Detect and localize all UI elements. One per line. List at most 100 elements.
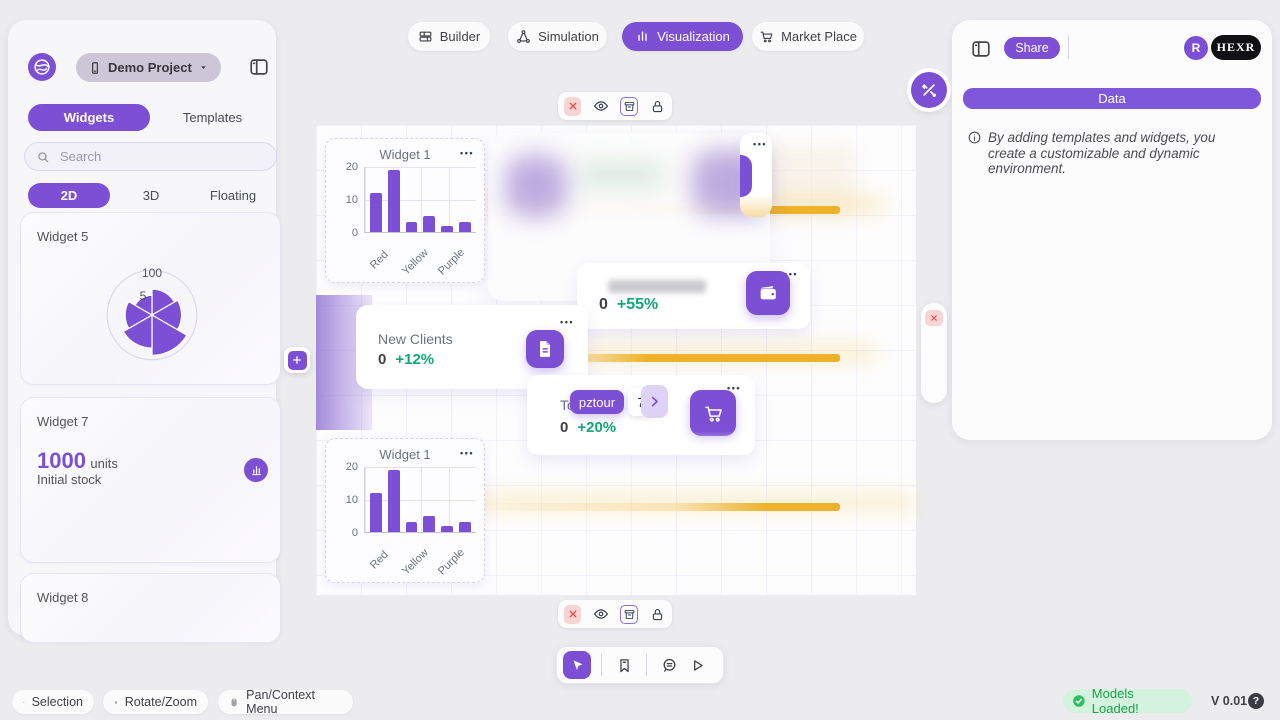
tour-badge[interactable]: pztour — [570, 390, 624, 414]
widget-menu-button[interactable]: ••• — [753, 139, 767, 149]
archive-icon — [623, 608, 636, 621]
blurred-icon-decor — [505, 155, 567, 217]
widget-menu-button[interactable]: ••• — [784, 269, 798, 279]
visibility-button[interactable] — [592, 605, 609, 624]
tab-visualization-label: Visualization — [657, 29, 730, 44]
select-tool-button[interactable] — [563, 651, 591, 679]
divider — [1068, 35, 1069, 59]
project-name: Demo Project — [108, 60, 192, 75]
share-button[interactable]: Share — [1004, 37, 1060, 59]
yellow-bar-3 — [476, 503, 840, 511]
play-icon — [689, 657, 706, 674]
archive-button[interactable] — [620, 96, 638, 116]
cart-icon — [759, 29, 774, 44]
close-button[interactable] — [925, 310, 943, 326]
widget-menu-button[interactable]: ••• — [560, 317, 574, 327]
widget-menu-button[interactable]: ••• — [727, 383, 741, 393]
tools-fab-button[interactable] — [911, 72, 947, 108]
mode-3d-button[interactable]: 3D — [110, 183, 192, 208]
tour-step: 7 — [637, 395, 644, 410]
widget-card-5[interactable]: Widget 5 100 5 — [20, 212, 281, 385]
tab-marketplace-label: Market Place — [781, 29, 857, 44]
check-icon — [1072, 694, 1086, 708]
ytick-0: 0 — [351, 227, 358, 239]
widget-menu-button[interactable]: ••• — [460, 448, 474, 458]
playback-toolbar — [556, 646, 724, 684]
caret-down-icon — [198, 62, 209, 73]
mouse-right-icon — [229, 697, 239, 708]
canvas[interactable]: ••• Widget 1 ••• 20 10 0 Red Yellow Purp… — [316, 125, 916, 595]
tab-visualization[interactable]: Visualization — [622, 22, 743, 51]
avatar[interactable]: R — [1184, 36, 1208, 60]
widget1-title: Widget 1 — [379, 447, 431, 462]
search-input[interactable] — [58, 148, 238, 165]
polar-tick-50: 5 — [139, 289, 147, 303]
tab-templates[interactable]: Templates — [160, 104, 265, 131]
divider — [646, 654, 647, 676]
canvas-widget1-card-2[interactable]: Widget 1 ••• 20 10 0 Red Yellow Purple — [325, 438, 485, 583]
widget-card-7[interactable]: Widget 7 1000 units Initial stock — [20, 397, 281, 563]
widget5-polar-chart — [96, 259, 208, 371]
plus-icon — [291, 354, 303, 366]
lock-button[interactable] — [649, 97, 666, 116]
data-header[interactable]: Data — [963, 88, 1261, 109]
play-button[interactable] — [685, 653, 709, 677]
selection-toolbar-top — [558, 92, 672, 120]
bookmark-button[interactable] — [612, 653, 636, 677]
mouse-left-icon — [23, 697, 25, 708]
tab-builder[interactable]: Builder — [408, 22, 490, 51]
comment-button[interactable] — [657, 653, 681, 677]
widget1-title: Widget 1 — [379, 147, 431, 162]
visibility-button[interactable] — [592, 97, 609, 116]
archive-icon — [623, 100, 636, 113]
tab-simulation[interactable]: Simulation — [508, 22, 607, 51]
tab-widgets[interactable]: Widgets — [28, 104, 150, 131]
logo-doodle-icon — [31, 56, 53, 78]
widget-menu-button[interactable]: ••• — [460, 148, 474, 158]
ytick-20: 20 — [345, 161, 358, 173]
polar-tick-100: 100 — [141, 266, 163, 280]
mode-2d-button[interactable]: 2D — [28, 183, 110, 208]
panel-collapse-button[interactable] — [970, 38, 992, 60]
brand-badge[interactable]: HEXR — [1211, 35, 1261, 60]
lock-icon — [650, 607, 665, 622]
xlabel-red: Red — [368, 548, 391, 572]
left-sidebar: Demo Project Widgets Templates 2D 3D Flo… — [8, 20, 281, 643]
delete-button[interactable] — [564, 604, 582, 624]
sidebar-collapse-button[interactable] — [248, 56, 270, 78]
ytick-10: 10 — [345, 494, 358, 506]
panel-icon — [970, 38, 992, 60]
new-clients-label: New Clients — [378, 331, 453, 347]
eye-icon — [593, 606, 609, 622]
lock-button[interactable] — [649, 605, 666, 624]
simulation-icon — [516, 29, 531, 44]
new-clients-card[interactable]: ••• New Clients 0 +12% — [356, 305, 588, 389]
hint-label: Selection — [31, 695, 83, 709]
mode-floating-button[interactable]: Floating — [192, 183, 274, 208]
blurred-label-decor — [608, 280, 706, 293]
widget-card-8[interactable]: Widget 8 — [20, 573, 281, 643]
info-text: By adding templates and widgets, you cre… — [988, 130, 1216, 177]
yellow-bar-2 — [566, 354, 840, 362]
tour-next-button[interactable] — [641, 385, 668, 418]
new-clients-value: 0 — [378, 351, 387, 368]
help-button[interactable]: ? — [1248, 693, 1264, 709]
wallet-value: 0 — [599, 296, 608, 313]
blurred-text-decor — [575, 162, 665, 188]
xlabel-yellow: Yellow — [400, 246, 431, 278]
models-loaded-badge: Models Loaded! — [1063, 686, 1192, 716]
panel-icon — [248, 56, 270, 78]
add-widget-button[interactable] — [284, 347, 310, 373]
xlabel-red: Red — [368, 248, 391, 272]
project-selector[interactable]: Demo Project — [76, 53, 221, 82]
canvas-widget1-card[interactable]: Widget 1 ••• 20 10 0 Red Yellow Purple — [325, 138, 485, 283]
search-box — [24, 142, 277, 171]
partial-widget-card[interactable]: ••• — [740, 133, 772, 217]
tab-marketplace[interactable]: Market Place — [752, 22, 864, 51]
wallet-kpi-card[interactable]: ••• 0 +55% — [577, 263, 810, 329]
app-logo[interactable] — [28, 53, 56, 81]
archive-button[interactable] — [620, 604, 638, 624]
mouse-middle-icon — [114, 697, 118, 708]
tab-simulation-label: Simulation — [538, 29, 599, 44]
delete-button[interactable] — [564, 96, 582, 116]
